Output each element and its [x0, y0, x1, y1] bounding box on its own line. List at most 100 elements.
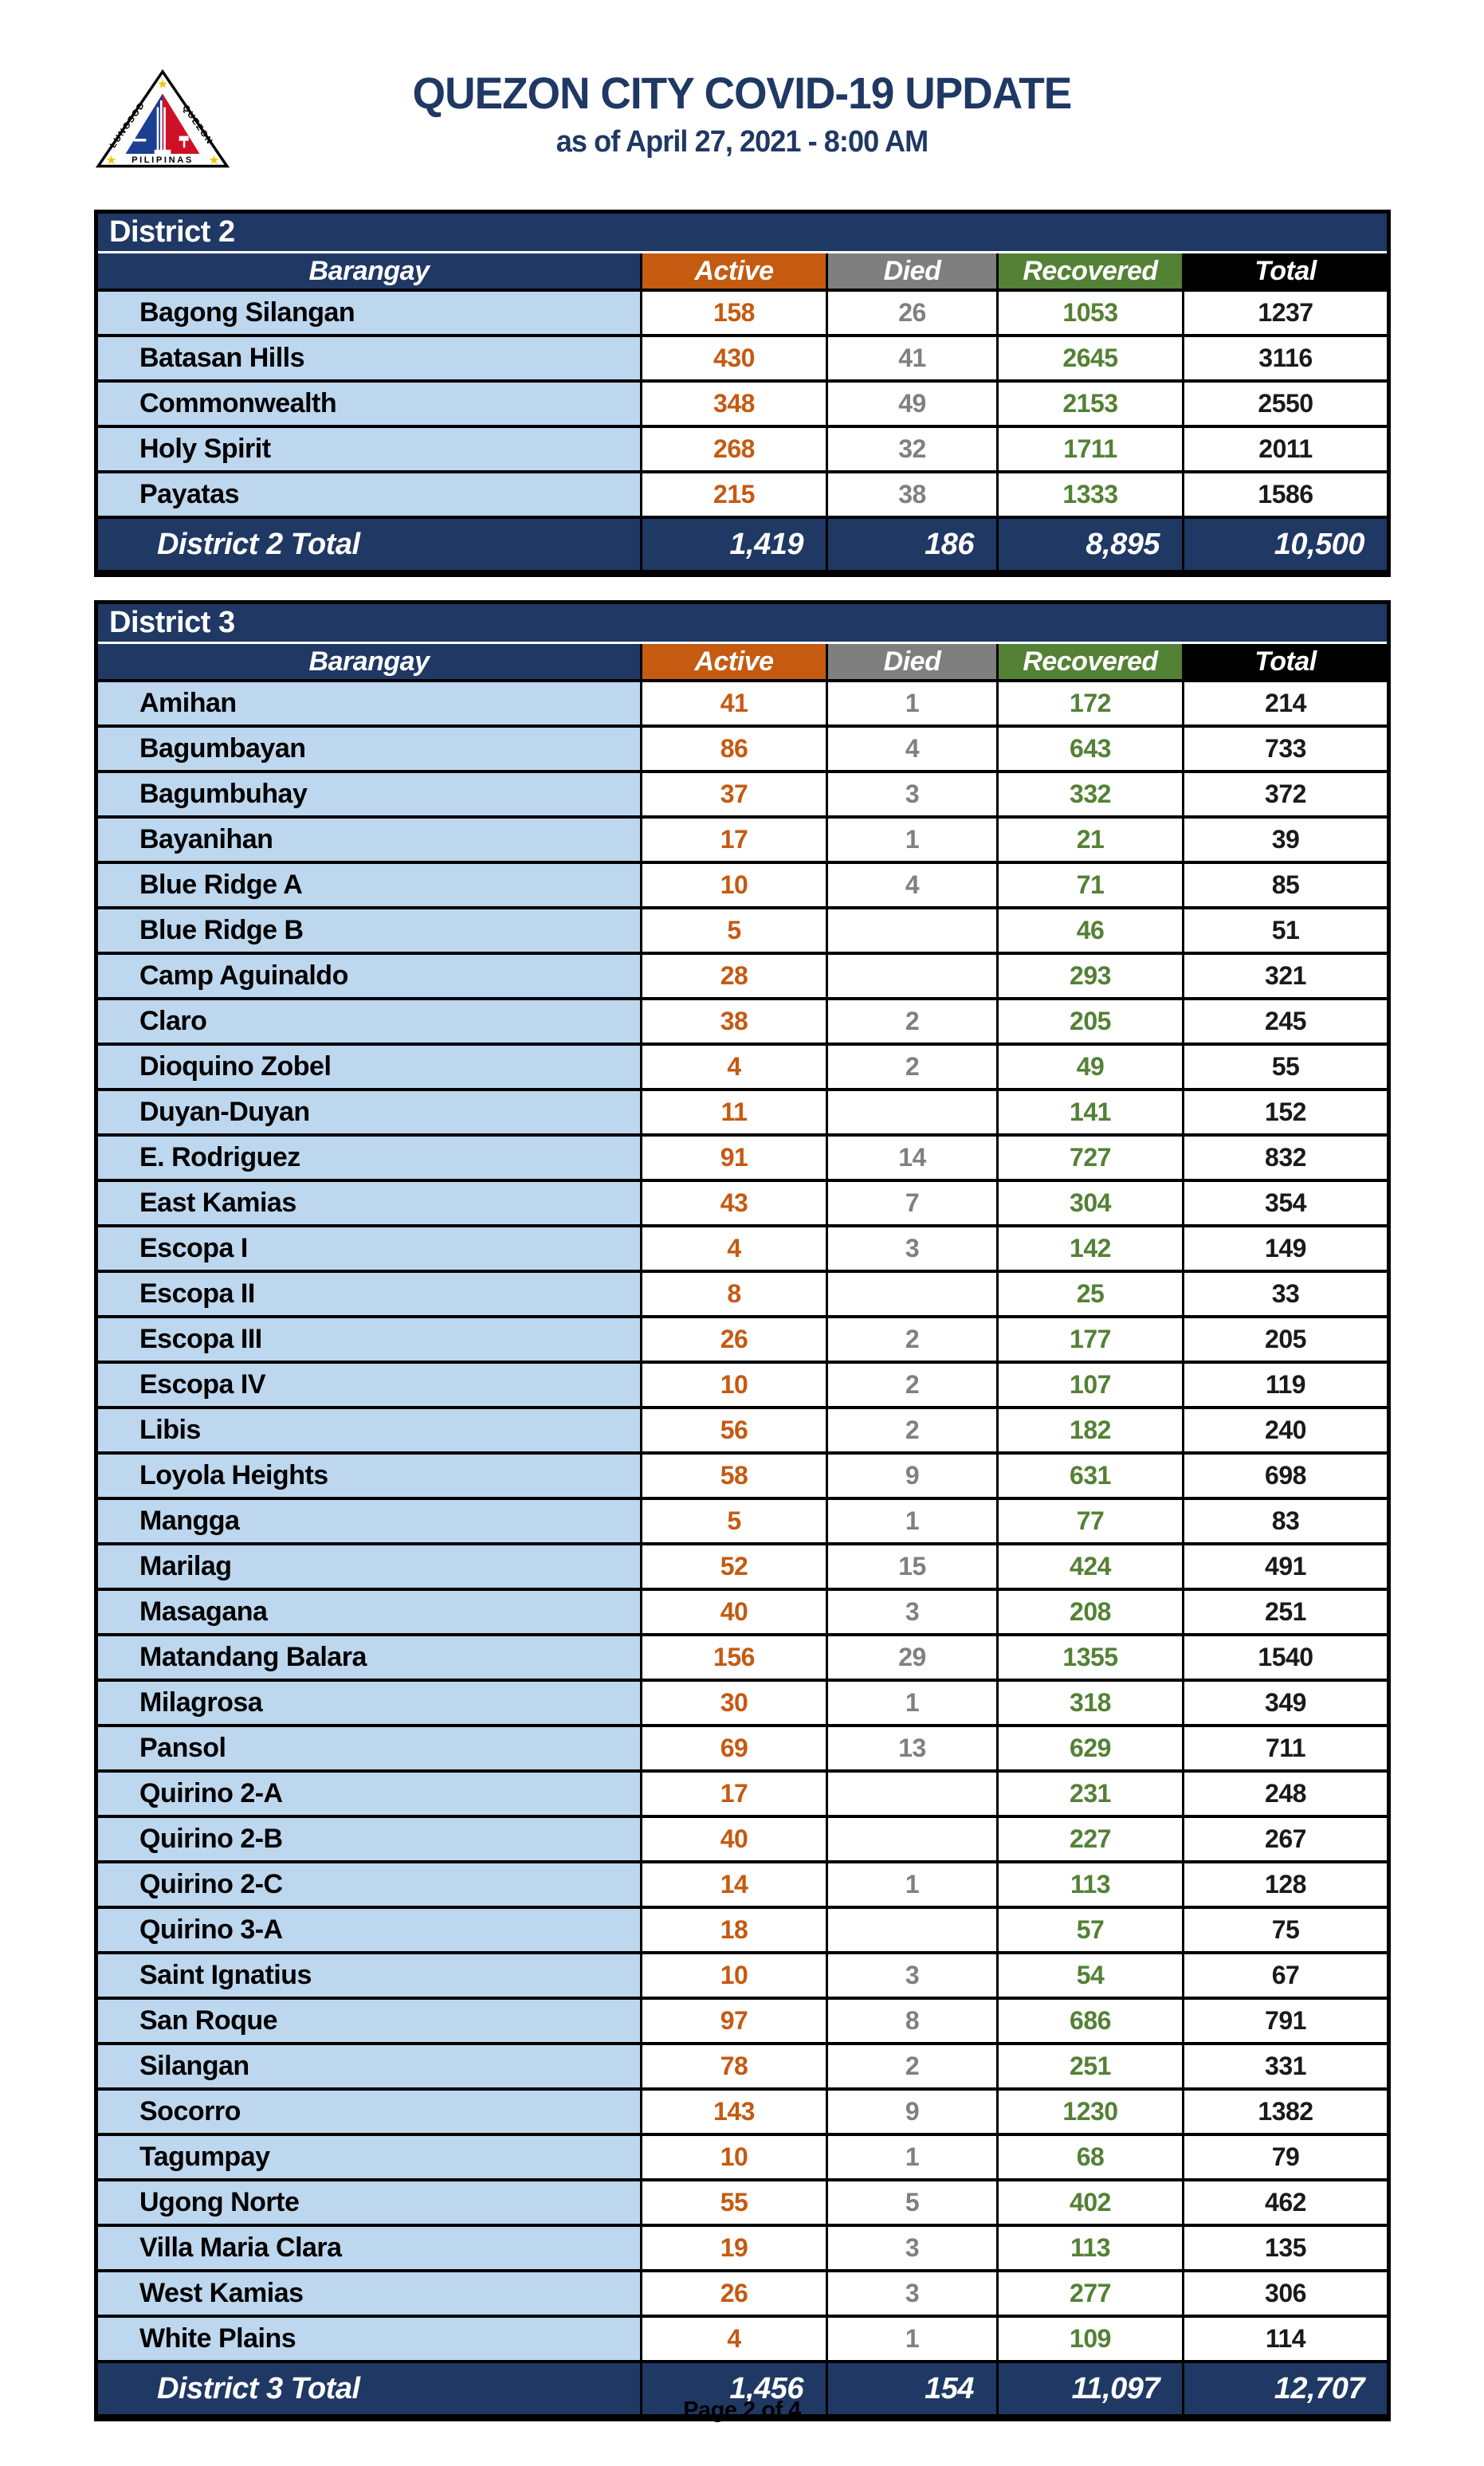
died-cell: 41: [828, 337, 999, 379]
total-cell: 331: [1184, 2045, 1387, 2087]
active-cell: 14: [642, 1863, 828, 1906]
recovered-cell: 2153: [999, 383, 1184, 425]
table-row: Quirino 2-A 17 231 248: [98, 1769, 1387, 1815]
died-cell: 1: [828, 1863, 999, 1906]
active-cell: 28: [642, 955, 828, 997]
barangay-cell: Quirino 2-A: [98, 1773, 642, 1815]
barangay-cell: Duyan-Duyan: [98, 1091, 642, 1133]
recovered-cell: 686: [999, 2000, 1184, 2042]
barangay-cell: Libis: [98, 1409, 642, 1451]
died-cell: [828, 1273, 999, 1315]
recovered-cell: 141: [999, 1091, 1184, 1133]
total-cell: 733: [1184, 728, 1387, 770]
died-cell: 26: [828, 292, 999, 334]
active-cell: 17: [642, 819, 828, 861]
active-total-cell: 1,419: [642, 519, 828, 570]
active-cell: 10: [642, 2136, 828, 2178]
star-icon: ★: [157, 77, 168, 91]
died-cell: 3: [828, 2227, 999, 2269]
recovered-cell: 332: [999, 773, 1184, 815]
total-cell: 79: [1184, 2136, 1387, 2178]
table-row: Dioquino Zobel 4 2 49 55: [98, 1043, 1387, 1088]
recovered-cell: 172: [999, 682, 1184, 724]
table-row: Matandang Balara 156 29 1355 1540: [98, 1633, 1387, 1679]
barangay-cell: Mangga: [98, 1500, 642, 1542]
died-cell: 7: [828, 1182, 999, 1224]
column-header-recovered: Recovered: [999, 253, 1184, 289]
total-cell: 248: [1184, 1773, 1387, 1815]
total-cell: 711: [1184, 1727, 1387, 1769]
recovered-cell: 631: [999, 1455, 1184, 1497]
total-total-cell: 12,707: [1184, 2363, 1387, 2414]
recovered-cell: 107: [999, 1364, 1184, 1406]
died-cell: 1: [828, 682, 999, 724]
died-cell: 2: [828, 1000, 999, 1043]
active-cell: 41: [642, 682, 828, 724]
active-cell: 4: [642, 2318, 828, 2360]
active-cell: 143: [642, 2091, 828, 2133]
table-row: E. Rodriguez 91 14 727 832: [98, 1133, 1387, 1179]
total-cell: 128: [1184, 1863, 1387, 1906]
died-cell: 1: [828, 1682, 999, 1724]
recovered-cell: 1711: [999, 428, 1184, 470]
died-cell: [828, 955, 999, 997]
seal-text-pilipinas: PILIPINAS: [132, 155, 194, 165]
died-total-cell: 154: [828, 2363, 999, 2414]
active-cell: 30: [642, 1682, 828, 1724]
active-cell: 10: [642, 864, 828, 906]
died-cell: 1: [828, 2136, 999, 2178]
barangay-cell: Pansol: [98, 1727, 642, 1769]
total-cell: 1540: [1184, 1636, 1387, 1679]
barangay-cell: Escopa II: [98, 1273, 642, 1315]
total-cell: 491: [1184, 1545, 1387, 1588]
table-row: Silangan 78 2 251 331: [98, 2042, 1387, 2087]
barangay-cell: West Kamias: [98, 2272, 642, 2315]
active-cell: 38: [642, 1000, 828, 1043]
total-cell: 2011: [1184, 428, 1387, 470]
total-cell: 205: [1184, 1318, 1387, 1361]
total-cell: 321: [1184, 955, 1387, 997]
died-cell: 3: [828, 773, 999, 815]
total-cell: 267: [1184, 1818, 1387, 1860]
died-cell: [828, 1091, 999, 1133]
table-row: Escopa III 26 2 177 205: [98, 1315, 1387, 1361]
active-cell: 56: [642, 1409, 828, 1451]
table-row: Socorro 143 9 1230 1382: [98, 2087, 1387, 2133]
barangay-cell: Blue Ridge A: [98, 864, 642, 906]
barangay-cell: Tagumpay: [98, 2136, 642, 2178]
barangay-cell: Milagrosa: [98, 1682, 642, 1724]
table-row: Mangga 5 1 77 83: [98, 1497, 1387, 1542]
active-cell: 86: [642, 728, 828, 770]
column-header-total: Total: [1184, 644, 1387, 679]
barangay-cell: Marilag: [98, 1545, 642, 1588]
page-header: ★ ★ ★ LUNGSOD QUEZON PILIPINAS QUEZON CI…: [0, 0, 1484, 207]
barangay-cell: San Roque: [98, 2000, 642, 2042]
died-cell: 13: [828, 1727, 999, 1769]
recovered-cell: 227: [999, 1818, 1184, 1860]
page-subtitle: as of April 27, 2021 - 8:00 AM: [556, 124, 928, 159]
active-cell: 69: [642, 1727, 828, 1769]
total-cell: 119: [1184, 1364, 1387, 1406]
active-cell: 17: [642, 1773, 828, 1815]
active-cell: 348: [642, 383, 828, 425]
died-cell: 1: [828, 1500, 999, 1542]
barangay-cell: Matandang Balara: [98, 1636, 642, 1679]
column-header-recovered: Recovered: [999, 644, 1184, 679]
column-header-active: Active: [642, 253, 828, 289]
total-cell: 85: [1184, 864, 1387, 906]
recovered-cell: 304: [999, 1182, 1184, 1224]
died-cell: 3: [828, 1227, 999, 1270]
barangay-cell: Quirino 2-B: [98, 1818, 642, 1860]
column-header-active: Active: [642, 644, 828, 679]
died-cell: 5: [828, 2181, 999, 2224]
recovered-cell: 71: [999, 864, 1184, 906]
barangay-cell: Loyola Heights: [98, 1455, 642, 1497]
total-cell: 245: [1184, 1000, 1387, 1043]
active-cell: 4: [642, 1227, 828, 1270]
table-row: Payatas 215 38 1333 1586: [98, 470, 1387, 516]
table-row: Masagana 40 3 208 251: [98, 1588, 1387, 1633]
recovered-cell: 643: [999, 728, 1184, 770]
column-header-barangay: Barangay: [98, 253, 642, 289]
star-icon: ★: [106, 154, 117, 167]
recovered-total-cell: 8,895: [999, 519, 1184, 570]
